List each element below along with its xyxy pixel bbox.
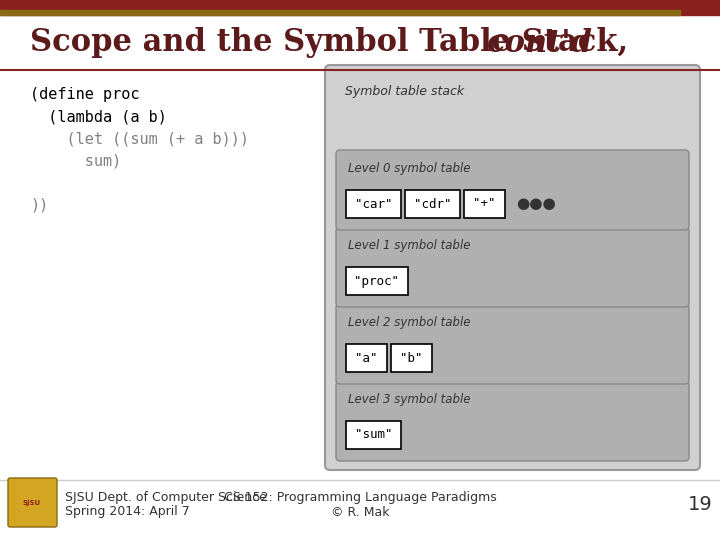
Text: "b": "b" — [400, 352, 423, 365]
Bar — [0, 0, 720, 15]
Text: sum): sum) — [30, 153, 121, 168]
Text: SJSU Dept. of Computer Science: SJSU Dept. of Computer Science — [65, 491, 267, 504]
Text: "cdr": "cdr" — [414, 198, 451, 211]
FancyBboxPatch shape — [346, 267, 408, 295]
Text: 19: 19 — [688, 496, 712, 515]
Text: © R. Mak: © R. Mak — [330, 505, 390, 518]
Text: "a": "a" — [355, 352, 378, 365]
FancyBboxPatch shape — [464, 190, 505, 218]
FancyBboxPatch shape — [336, 381, 689, 461]
FancyBboxPatch shape — [346, 344, 387, 372]
Bar — [695, 0, 717, 12]
Text: (define proc: (define proc — [30, 87, 140, 103]
FancyBboxPatch shape — [346, 190, 401, 218]
Text: Level 2 symbol table: Level 2 symbol table — [348, 316, 470, 329]
FancyBboxPatch shape — [346, 421, 401, 449]
Text: SJSU: SJSU — [23, 500, 41, 506]
FancyBboxPatch shape — [405, 190, 460, 218]
FancyBboxPatch shape — [325, 65, 700, 470]
Text: (lambda (a b): (lambda (a b) — [30, 110, 167, 125]
Text: "+": "+" — [473, 198, 496, 211]
Text: Level 3 symbol table: Level 3 symbol table — [348, 393, 470, 406]
FancyBboxPatch shape — [391, 344, 432, 372]
Text: Symbol table stack: Symbol table stack — [345, 85, 464, 98]
FancyBboxPatch shape — [336, 227, 689, 307]
FancyBboxPatch shape — [336, 150, 689, 230]
Text: "sum": "sum" — [355, 429, 392, 442]
Text: )): )) — [30, 198, 48, 213]
Text: CS 152: Programming Language Paradigms: CS 152: Programming Language Paradigms — [224, 491, 496, 504]
FancyBboxPatch shape — [8, 478, 57, 527]
FancyBboxPatch shape — [336, 304, 689, 384]
Text: ●●●: ●●● — [516, 197, 556, 212]
Bar — [0, 70, 720, 480]
Bar — [0, 15, 720, 70]
Text: Scope and the Symbol Table Stack,: Scope and the Symbol Table Stack, — [30, 28, 639, 58]
Text: cont'd: cont'd — [487, 28, 593, 58]
Text: Spring 2014: April 7: Spring 2014: April 7 — [65, 505, 190, 518]
Bar — [0, 10, 680, 15]
Text: "car": "car" — [355, 198, 392, 211]
Text: Level 0 symbol table: Level 0 symbol table — [348, 162, 470, 175]
Text: Level 1 symbol table: Level 1 symbol table — [348, 239, 470, 252]
Text: "proc": "proc" — [354, 274, 400, 287]
Text: (let ((sum (+ a b))): (let ((sum (+ a b))) — [30, 132, 249, 146]
